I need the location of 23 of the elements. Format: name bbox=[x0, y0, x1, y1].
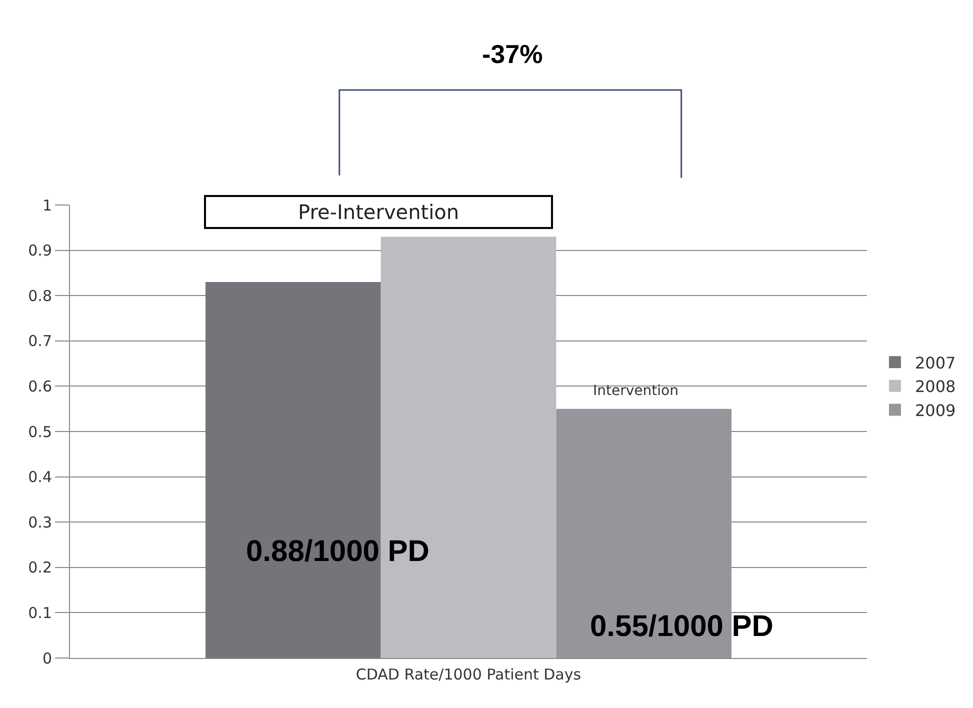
annotation: Intervention bbox=[593, 383, 678, 399]
annotation: 0.55/1000 PD bbox=[590, 610, 774, 643]
text: -37% bbox=[482, 39, 543, 69]
legend-label: 2009 bbox=[914, 400, 956, 420]
legend-label: 2007 bbox=[914, 353, 956, 372]
y-tick-label: 0.8 bbox=[28, 286, 52, 305]
annotation: Pre-Intervention bbox=[209, 200, 548, 224]
y-tick-label: 0.5 bbox=[28, 422, 52, 441]
legend-label: 2008 bbox=[914, 377, 956, 396]
y-tick-label: 0.1 bbox=[28, 604, 52, 622]
y-tick-label: 0.2 bbox=[28, 558, 52, 577]
x-axis-title: CDAD Rate/1000 Patient Days bbox=[356, 665, 582, 684]
y-tick-label: 0.3 bbox=[28, 513, 52, 532]
bar bbox=[556, 408, 732, 658]
y-tick-label: 0.9 bbox=[28, 242, 52, 260]
y-tick-label: 0.4 bbox=[28, 468, 52, 486]
bar bbox=[205, 282, 381, 658]
annotation: 0.88/1000 PD bbox=[246, 535, 430, 568]
y-tick-label: 0.6 bbox=[28, 377, 52, 396]
y-tick-label: 0 bbox=[42, 649, 52, 668]
bar bbox=[380, 236, 556, 658]
y-tick-label: 0.7 bbox=[28, 332, 52, 350]
y-tick-label: 1 bbox=[42, 196, 52, 214]
